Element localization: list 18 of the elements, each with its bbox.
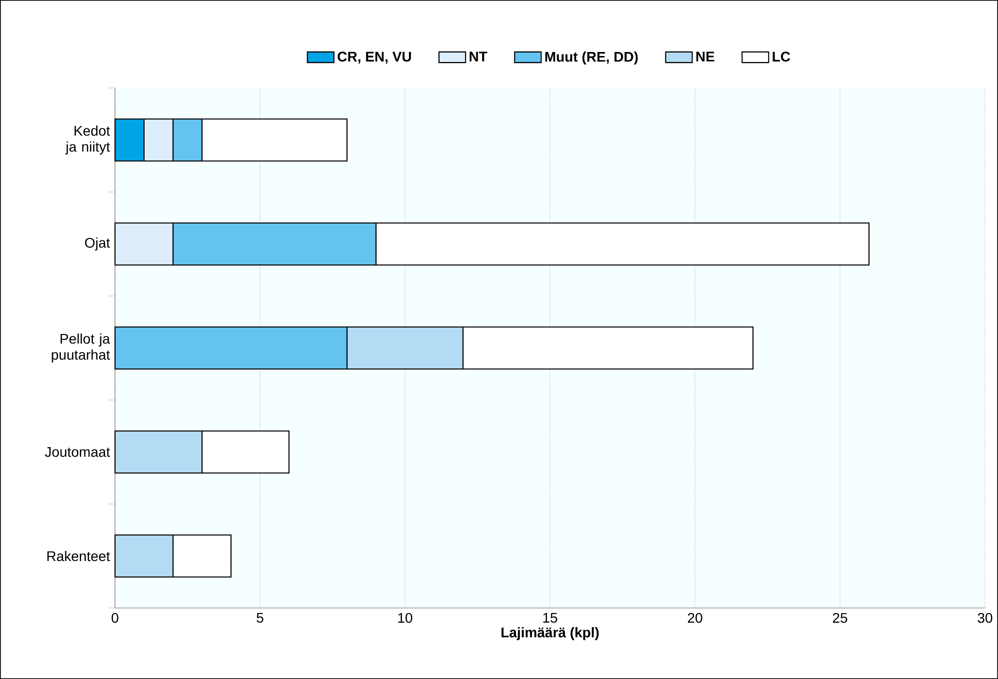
x-tick-label: 20 (688, 612, 702, 623)
x-tick-label: 0 (112, 612, 118, 623)
y-tick-label: Ojat (85, 237, 110, 251)
legend-label: NT (470, 52, 488, 62)
x-tick-label: 30 (978, 612, 992, 623)
legend-label: Muut (RE, DD) (545, 51, 638, 65)
x-tick-label: 5 (256, 612, 264, 623)
x-tick-label: 15 (543, 612, 558, 623)
y-tick-label: Pellot ja puutarhat (52, 333, 110, 363)
x-tick-label: 25 (832, 612, 848, 623)
legend-label: NE (696, 52, 714, 62)
y-tick-label: Rakenteet (47, 550, 110, 562)
y-tick-label: Kedot ja niityt (65, 125, 110, 155)
x-axis-title: Lajimäärä (kpl) (502, 627, 599, 640)
x-tick-label: 10 (398, 612, 412, 623)
legend-label: CR, EN, VU (338, 52, 411, 64)
y-tick-label: Joutomaat (44, 447, 110, 457)
legend-label: LC (772, 52, 790, 62)
